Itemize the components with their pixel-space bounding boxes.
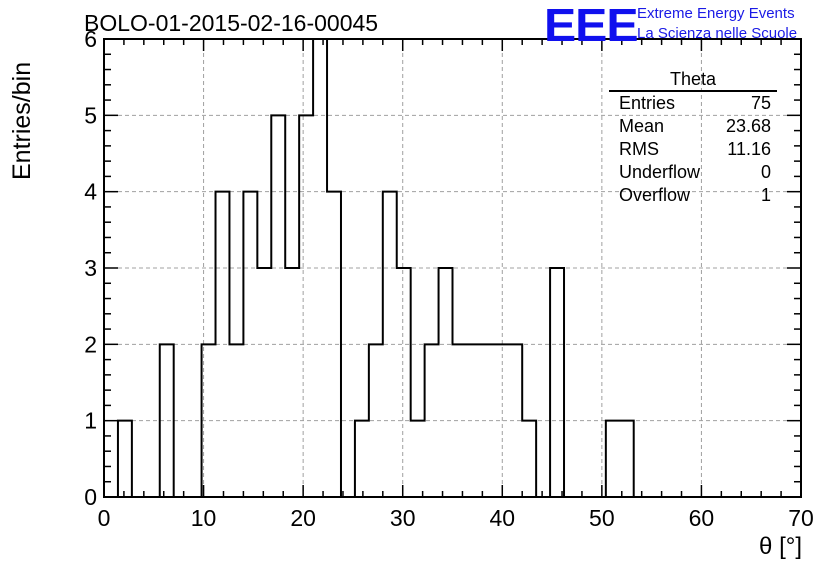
run-title: BOLO-01-2015-02-16-00045 (84, 10, 378, 37)
histogram-bin (606, 421, 620, 497)
x-tick-label: 0 (98, 505, 111, 531)
stats-value: 11.16 (727, 138, 771, 161)
histogram-bin (411, 421, 425, 497)
y-tick-label: 3 (84, 255, 97, 281)
stats-label: Underflow (619, 161, 700, 184)
stats-row: Overflow 1 (609, 184, 777, 207)
stats-label: RMS (619, 138, 659, 161)
y-tick-label: 5 (84, 102, 97, 128)
stats-row: RMS 11.16 (609, 138, 777, 161)
x-tick-label: 10 (191, 505, 217, 531)
stats-table: Entries 75 Mean 23.68 RMS 11.16 Underflo… (609, 92, 777, 207)
y-tick-label: 0 (84, 484, 97, 510)
stats-title: Theta (609, 68, 777, 92)
stats-value: 0 (761, 161, 771, 184)
stats-value: 23.68 (726, 115, 771, 138)
y-axis-label: Entries/bin (8, 62, 37, 180)
histogram-bin (285, 268, 299, 497)
y-tick-label: 1 (84, 408, 97, 434)
histogram-bin (299, 115, 313, 497)
stats-value: 1 (761, 184, 771, 207)
histogram-bin (397, 268, 411, 497)
stats-label: Overflow (619, 184, 690, 207)
x-tick-label: 60 (689, 505, 715, 531)
stats-row: Underflow 0 (609, 161, 777, 184)
stats-box: Theta Entries 75 Mean 23.68 RMS 11.16 Un… (609, 68, 777, 207)
logo-caption-line-1: Extreme Energy Events (637, 5, 795, 22)
histogram-bin (550, 268, 564, 497)
y-tick-label: 2 (84, 331, 97, 357)
x-tick-label: 20 (290, 505, 316, 531)
logo-caption-line-2: La Scienza nelle Scuole (637, 25, 797, 42)
histogram-bin (620, 421, 634, 497)
histogram-bin (355, 421, 369, 497)
histogram-bin (522, 421, 536, 497)
x-tick-label: 30 (390, 505, 416, 531)
stats-row: Entries 75 (609, 92, 777, 115)
x-tick-label: 70 (788, 505, 814, 531)
x-tick-label: 50 (589, 505, 615, 531)
stats-label: Mean (619, 115, 664, 138)
stats-value: 75 (751, 92, 771, 115)
histogram-bin (271, 115, 285, 497)
histogram-bin (118, 421, 132, 497)
histogram-bin (257, 268, 271, 497)
y-tick-label: 4 (84, 179, 97, 205)
stats-label: Entries (619, 92, 675, 115)
eee-logo: EEE (544, 2, 637, 48)
x-axis-label: θ [°] (759, 533, 802, 561)
histogram-bin (439, 268, 453, 497)
x-tick-label: 40 (489, 505, 515, 531)
stats-row: Mean 23.68 (609, 115, 777, 138)
